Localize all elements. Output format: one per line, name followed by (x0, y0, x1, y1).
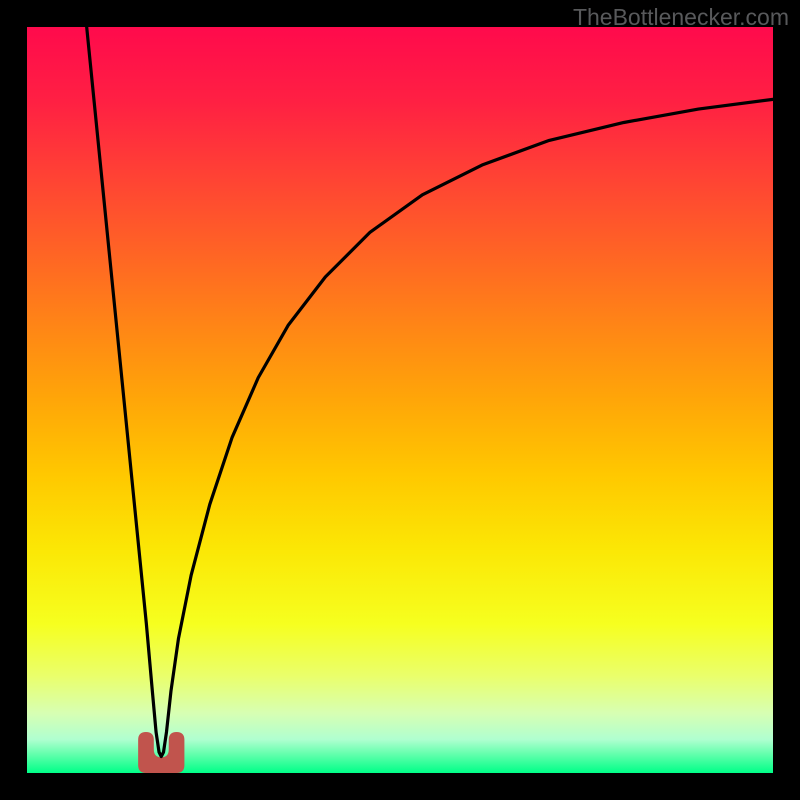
bottleneck-curve (87, 27, 773, 757)
plot-area (27, 27, 773, 773)
chart-container: TheBottlenecker.com (0, 0, 800, 800)
curve-layer (27, 27, 773, 773)
watermark-text: TheBottlenecker.com (573, 4, 789, 31)
optimum-marker (138, 732, 184, 773)
